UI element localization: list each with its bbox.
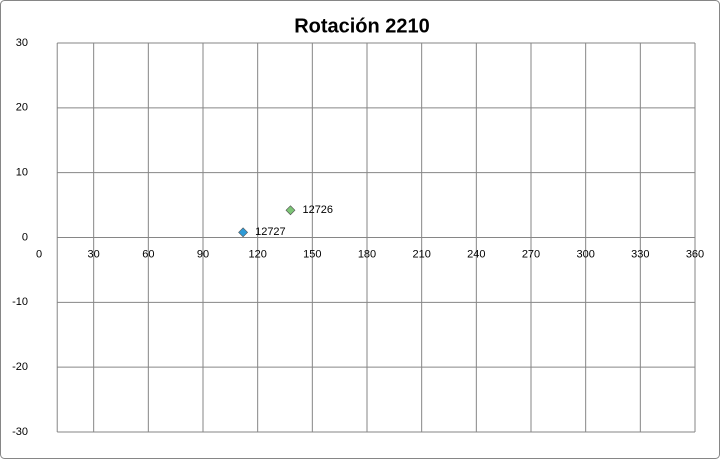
x-tick-label: 360 <box>686 248 704 260</box>
y-tick-label: -30 <box>12 426 28 438</box>
x-tick-label: 150 <box>303 248 321 260</box>
x-tick-label: 240 <box>467 248 485 260</box>
y-tick-label: 10 <box>16 167 28 179</box>
point <box>285 205 296 216</box>
y-tick-label: -20 <box>12 361 28 373</box>
x-tick-label: 120 <box>248 248 266 260</box>
x-tick-label: 0 <box>36 248 42 260</box>
y-tick-label: -10 <box>12 296 28 308</box>
x-tick-label: 210 <box>412 248 430 260</box>
data-label: 12727 <box>255 226 286 238</box>
y-tick-label: 30 <box>16 37 28 49</box>
x-tick-label: 90 <box>197 248 209 260</box>
x-tick-label: 60 <box>142 248 154 260</box>
y-tick-label: 20 <box>16 102 28 114</box>
x-tick-label: 30 <box>88 248 100 260</box>
chart-title: Rotación 2210 <box>294 15 430 37</box>
x-tick-label: 180 <box>358 248 376 260</box>
data-label: 12726 <box>302 204 333 216</box>
x-tick-label: 330 <box>631 248 649 260</box>
x-tick-label: 270 <box>522 248 540 260</box>
x-tick-label: 300 <box>576 248 594 260</box>
point <box>238 227 249 238</box>
y-tick-label: 0 <box>22 231 28 243</box>
